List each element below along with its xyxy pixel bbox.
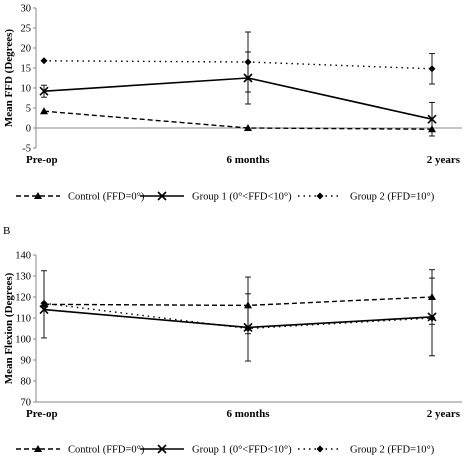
panel-b-label: B bbox=[3, 225, 10, 237]
data-point bbox=[428, 65, 436, 73]
data-point bbox=[427, 114, 437, 124]
legend-label: Control (FFD=0°) bbox=[68, 445, 145, 456]
series-line bbox=[43, 60, 433, 70]
legend-2: Control (FFD=0°) Group 1 (0°<FFD<10°) Grou… bbox=[16, 444, 435, 456]
x-category-label: 6 months bbox=[226, 154, 270, 166]
y-tick-label: 130 bbox=[15, 272, 31, 283]
series-line bbox=[43, 308, 433, 329]
y-tick-label: 100 bbox=[15, 335, 31, 346]
y-tick-label: 30 bbox=[21, 4, 32, 15]
legend-marker bbox=[34, 445, 42, 452]
x-category-label: 6 months bbox=[226, 408, 270, 420]
y-tick-label: 20 bbox=[21, 44, 32, 55]
y-tick-label: 10 bbox=[21, 84, 32, 95]
legend-label: Group 2 (FFD=10°) bbox=[350, 192, 435, 203]
y-tick-label: 140 bbox=[15, 251, 31, 262]
series-line bbox=[43, 302, 433, 330]
series-3 bbox=[40, 299, 436, 332]
data-point bbox=[39, 86, 49, 96]
legend-label: Group 2 (FFD=10°) bbox=[350, 445, 435, 456]
series-2 bbox=[39, 51, 437, 137]
y-tick-label: 0 bbox=[26, 124, 31, 135]
legend-1: Control (FFD=0°) Group 1 (0°<FFD<10°) Grou… bbox=[16, 191, 435, 203]
y-tick-label: 120 bbox=[15, 293, 31, 304]
series-2 bbox=[39, 277, 437, 362]
y-tick-label: 80 bbox=[21, 377, 32, 388]
legend-marker bbox=[316, 192, 324, 200]
legend-label: Group 1 (0°<FFD<10°) bbox=[192, 445, 292, 456]
legend-marker bbox=[157, 444, 167, 454]
x-category-label: Pre-op bbox=[26, 408, 58, 420]
y-axis-label: Mean Flexion (Degrees) bbox=[3, 272, 15, 384]
y-axis-label: Mean FFD (Degrees) bbox=[3, 29, 15, 127]
x-category-label: Pre-op bbox=[26, 154, 58, 166]
series-line bbox=[43, 110, 433, 130]
x-category-label: 2 years bbox=[427, 408, 461, 420]
data-point bbox=[244, 124, 252, 131]
legend-label: Group 1 (0°<FFD<10°) bbox=[192, 192, 292, 203]
data-point bbox=[40, 107, 48, 115]
y-tick-label: 70 bbox=[21, 398, 32, 409]
chart-1: -5 0 5 10 15 20 25 30 Mean FFD (Degrees) Pre-op 6 … bbox=[0, 4, 474, 216]
series-line bbox=[43, 77, 433, 120]
series-1 bbox=[40, 269, 436, 339]
y-tick-label: 25 bbox=[21, 24, 32, 35]
data-point bbox=[244, 58, 252, 66]
data-point bbox=[244, 325, 252, 332]
data-point bbox=[40, 299, 48, 307]
y-tick-label: 110 bbox=[16, 314, 31, 325]
data-point bbox=[40, 57, 48, 65]
legend-marker bbox=[34, 192, 42, 199]
data-point bbox=[428, 314, 436, 322]
y-tick-label: 90 bbox=[21, 356, 32, 367]
y-tick-label: 5 bbox=[26, 104, 31, 115]
data-point bbox=[39, 305, 49, 315]
series-3 bbox=[40, 31, 436, 93]
legend-marker bbox=[316, 445, 324, 453]
y-tick-label: -5 bbox=[22, 144, 31, 155]
legend-label: Control (FFD=0°) bbox=[68, 192, 145, 203]
y-tick-label: 15 bbox=[21, 64, 32, 75]
legend-marker bbox=[157, 191, 167, 201]
series-line bbox=[43, 296, 433, 307]
x-category-label: 2 years bbox=[427, 154, 461, 166]
